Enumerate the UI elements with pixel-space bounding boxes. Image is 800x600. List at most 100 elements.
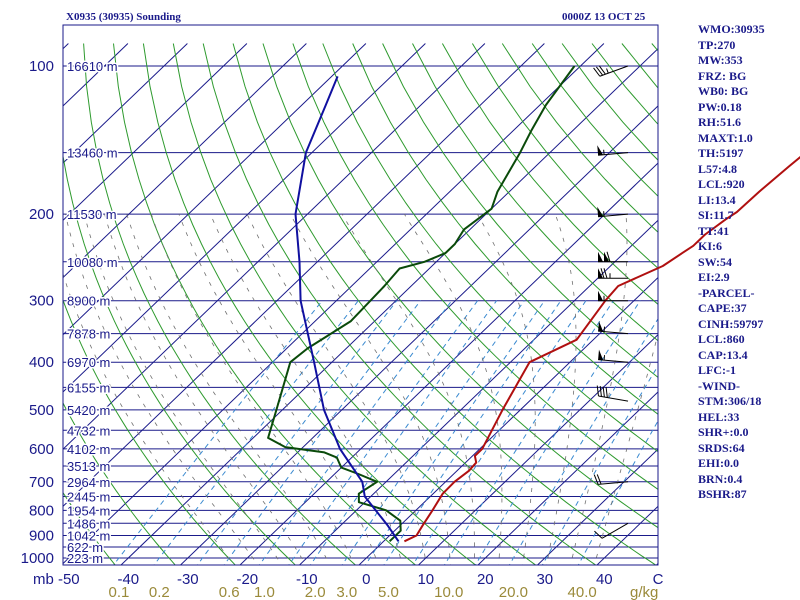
wind-barb-pennant xyxy=(598,349,604,361)
index-item: SW:54 xyxy=(698,254,733,269)
pressure-tick-label: 800 xyxy=(29,502,54,519)
wind-barb-flag xyxy=(602,386,605,398)
height-label: 4732 m xyxy=(67,423,110,438)
wind-barb-flag xyxy=(596,385,599,397)
wind-barb xyxy=(598,290,628,302)
background-lines xyxy=(0,24,659,568)
height-label: 2964 m xyxy=(67,475,110,490)
mixing-ratio-line xyxy=(196,300,398,565)
wind-barb-flag xyxy=(598,65,606,75)
wind-barb-flag xyxy=(599,386,602,397)
index-item: SHR+:0.0 xyxy=(698,425,749,439)
index-item: KI:6 xyxy=(698,239,722,253)
index-item: FRZ: BG xyxy=(698,68,747,83)
temperature-tick-label: 30 xyxy=(536,571,553,588)
index-item: RH:51.6 xyxy=(698,115,741,129)
index-item: SI:11.7 xyxy=(698,208,734,222)
isotherm-line xyxy=(63,43,486,450)
dry-adiabat xyxy=(412,43,658,342)
dewpoint-line xyxy=(267,65,576,543)
mixing-ratio-line xyxy=(443,300,614,565)
mixing-ratio-line xyxy=(153,300,359,565)
dry-adiabat xyxy=(322,43,658,453)
moist-adiabat xyxy=(341,213,475,565)
wind-barb-staff xyxy=(598,359,629,363)
isotherm-line xyxy=(63,43,248,222)
plot-area xyxy=(0,43,658,568)
temperature-tick-label: 10 xyxy=(417,571,434,588)
wind-barb-flag xyxy=(596,474,602,485)
wind-barb-flag xyxy=(606,251,611,262)
height-label: 11530 m xyxy=(67,207,117,222)
wind-barb xyxy=(598,251,628,263)
isotherm-line xyxy=(596,505,658,565)
height-labels: 16610 m 13460 m 11530 m 10080 m 8900 m 7878 m… xyxy=(66,58,120,568)
index-item: SRDS:64 xyxy=(698,440,745,455)
moist-adiabat xyxy=(403,213,503,565)
isotherm-line xyxy=(0,43,9,568)
isotherm-line xyxy=(179,105,658,565)
index-item: LCL:860 xyxy=(698,332,745,346)
plot-frame xyxy=(62,24,659,566)
height-label: 223 m xyxy=(67,551,103,566)
temperature-tick-label: -20 xyxy=(236,571,258,588)
mixing-ratio-tick-label: 0.2 xyxy=(149,584,170,600)
temperature-tick-label: -30 xyxy=(177,571,199,588)
mixing-ratio-line xyxy=(112,300,323,565)
height-label: 3513 m xyxy=(67,459,110,474)
mixing-ratio-line xyxy=(288,300,479,565)
pressure-tick-label: 700 xyxy=(29,474,54,491)
index-item: PW:0.18 xyxy=(698,99,742,114)
moist-adiabat xyxy=(178,213,379,565)
height-label: 10080 m xyxy=(67,255,118,270)
mixing-ratio-tick-label: 5.0 xyxy=(378,584,399,600)
wind-barb-flag xyxy=(603,268,608,279)
wind-barb xyxy=(597,145,629,156)
wind-barb-flag xyxy=(600,268,605,279)
index-item: L57:4.8 xyxy=(698,161,737,176)
isotherm-line xyxy=(63,43,188,164)
wind-barb xyxy=(598,268,628,279)
wind-barb-flag xyxy=(594,530,603,539)
mixing-ratio-tick-label: 0.6 xyxy=(219,584,240,600)
dry-adiabat xyxy=(172,43,537,565)
dry-adiabat xyxy=(202,43,597,565)
moist-adiabat xyxy=(210,213,403,565)
wind-barb-pennant xyxy=(598,268,603,279)
mixing-ratio-line xyxy=(474,300,641,565)
pressure-tick-label: 100 xyxy=(29,58,54,75)
index-item: CAPE:37 xyxy=(698,301,747,315)
height-label: 1486 m xyxy=(67,516,110,531)
isotherm-line xyxy=(63,43,605,565)
index-item: -PARCEL- xyxy=(698,285,755,300)
wind-barb-flag xyxy=(605,387,608,398)
mixing-ratio-line xyxy=(258,300,453,565)
moist-adiabat xyxy=(570,214,628,565)
mixing-ratio-tick-label: 2.0 xyxy=(305,584,326,600)
wind-barb-staff xyxy=(598,330,629,335)
pressure-tick-label: 600 xyxy=(29,441,54,458)
dry-adiabat xyxy=(63,298,236,565)
height-label: 2445 m xyxy=(67,490,110,505)
moist-adiabat xyxy=(477,213,536,565)
index-item: HEL:33 xyxy=(698,409,740,424)
isotherm-line xyxy=(536,448,658,565)
moist-adiabat xyxy=(126,213,331,565)
wind-barb-pennant xyxy=(598,251,603,262)
temperature-tick-label: -40 xyxy=(117,571,139,588)
height-label: 16610 m xyxy=(67,59,118,74)
index-item: LI:13.4 xyxy=(698,192,736,207)
wind-barb xyxy=(598,321,629,335)
mixing-ratio-line xyxy=(577,419,658,565)
pressure-tick-label: 400 xyxy=(29,354,54,371)
wind-barb-staff xyxy=(598,395,629,402)
moist-adiabat xyxy=(246,213,427,565)
dry-adiabat xyxy=(63,401,176,565)
isotherm-line xyxy=(63,43,426,393)
mixing-ratio-line xyxy=(383,300,562,565)
wind-barb-pennant xyxy=(598,321,604,332)
wind-barb xyxy=(597,206,629,218)
wind-barb-pennant xyxy=(597,145,604,156)
wind-barb xyxy=(596,385,629,402)
index-item: LCL:920 xyxy=(698,177,745,191)
